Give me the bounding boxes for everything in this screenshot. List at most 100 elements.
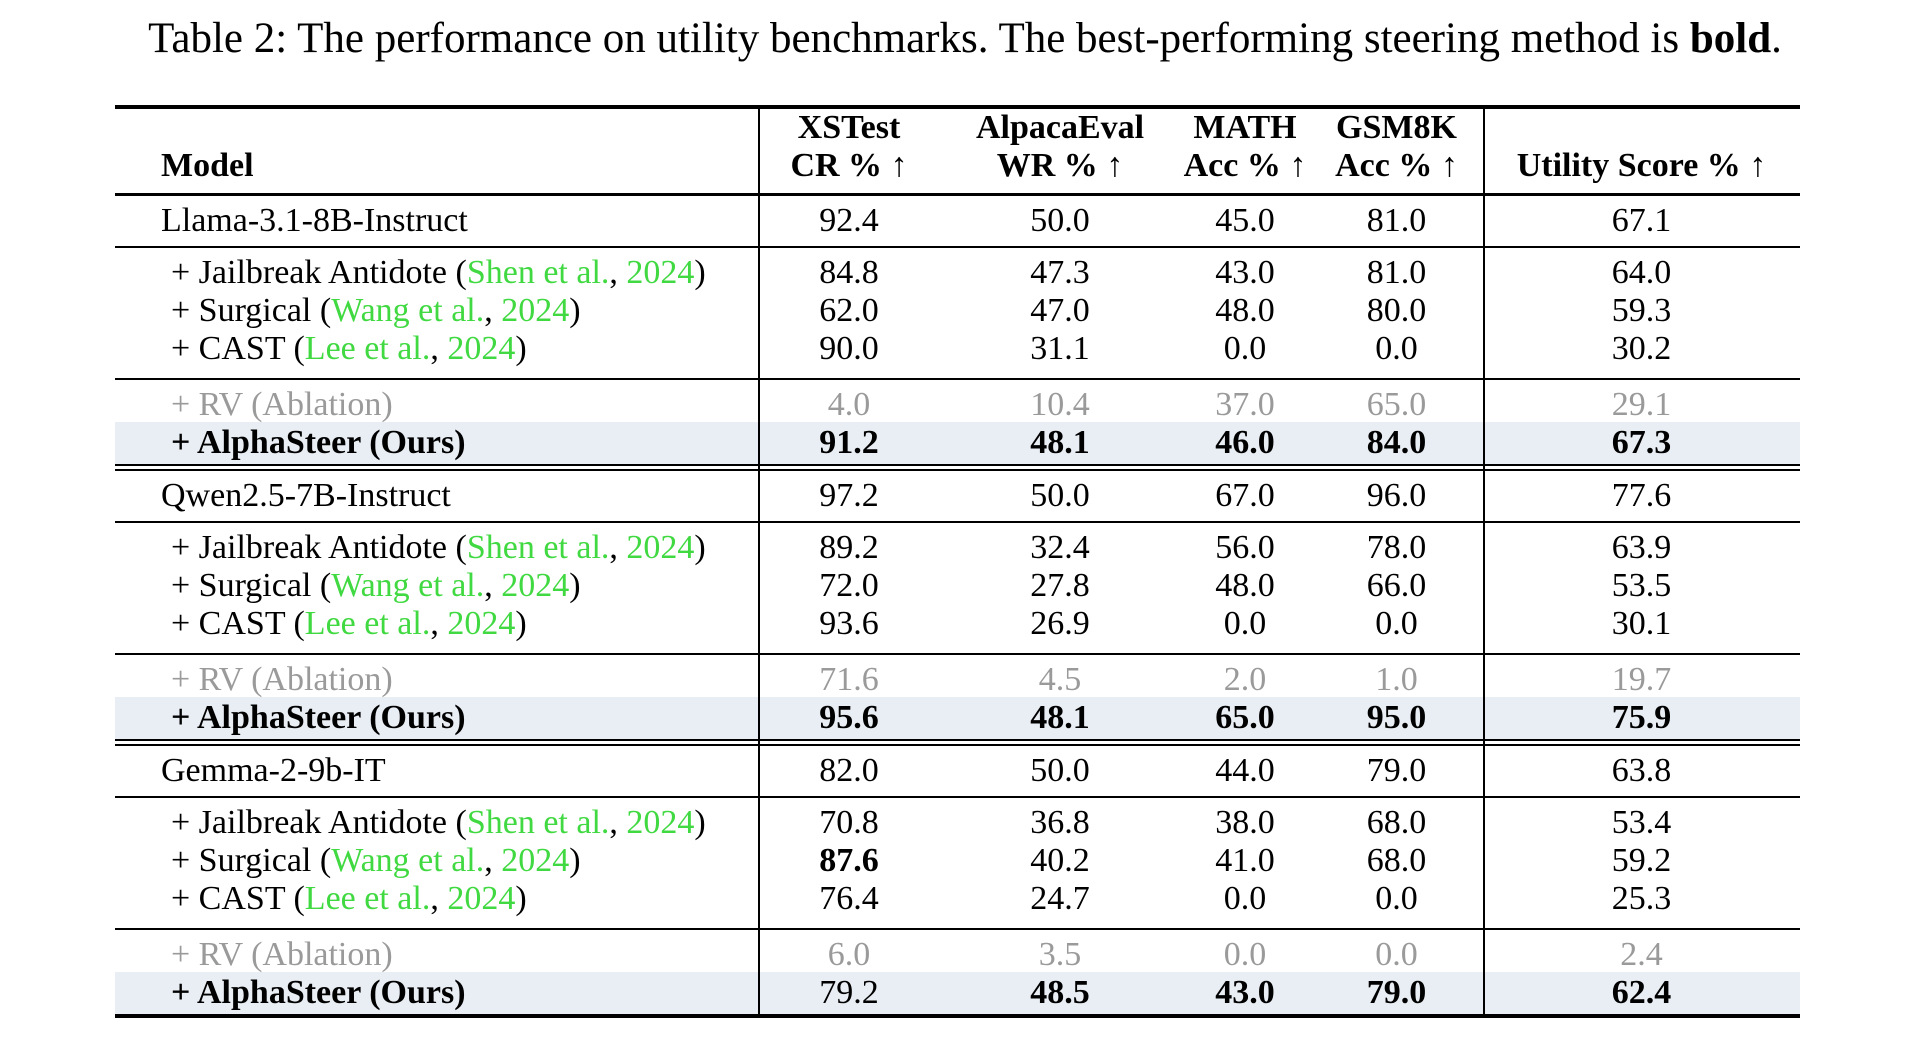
mid-rule [115,521,1800,524]
col-header-model: Model [161,147,254,185]
cell-utility: 29.1 [1611,386,1672,424]
rv-ablation-row: + RV (Ablation) 6.0 3.5 0.0 0.0 2.4 [115,936,1800,974]
col-header-math-line2: Acc % ↑ [1183,147,1307,185]
rv-ablation-row: + RV (Ablation) 71.6 4.5 2.0 1.0 19.7 [115,661,1800,699]
cell-xstest: 6.0 [827,936,871,974]
cell-alpacaeval: 10.4 [1030,386,1090,424]
cell-math: 43.0 [1215,974,1275,1012]
cell-gsm8k: 80.0 [1366,292,1427,330]
cell-math: 48.0 [1215,292,1275,330]
base-model-row: Gemma-2-9b-IT 82.0 50.0 44.0 79.0 63.8 [115,746,1800,796]
caption-bold-word: bold [1689,15,1772,62]
method-label: + Surgical (Wang et al., 2024) [115,567,758,605]
citation-comma: , [430,330,448,368]
method-row: + Surgical (Wang et al., 2024) 87.6 40.2… [115,842,1800,880]
citation-year: 2024 [501,567,570,605]
cell-math: 0.0 [1223,880,1267,918]
cell-gsm8k: 81.0 [1366,202,1427,240]
caption-period: . [1771,15,1782,62]
cell-utility: 30.1 [1611,605,1672,643]
cell-alpacaeval: 36.8 [1030,804,1090,842]
col-header-alpacaeval-line1: AlpacaEval [975,109,1145,147]
citation-year: 2024 [447,880,516,918]
method-label-suffix: ) [515,330,527,368]
cell-gsm8k: 65.0 [1366,386,1427,424]
citation-comma: , [430,880,448,918]
cell-xstest: 84.8 [819,254,879,292]
citation-author: Wang et al. [331,567,485,605]
cell-utility: 53.4 [1611,804,1672,842]
cell-utility: 67.1 [1611,202,1672,240]
method-label-prefix: + Jailbreak Antidote ( [171,804,467,842]
cell-math: 45.0 [1215,202,1275,240]
cell-alpacaeval: 50.0 [1030,477,1090,515]
citation-comma: , [484,567,502,605]
citation-author: Lee et al. [304,605,431,643]
cell-gsm8k: 0.0 [1375,330,1418,368]
caption-text: Table 2: The performance on utility benc… [148,15,1690,62]
cell-math: 43.0 [1215,254,1275,292]
method-label: + Jailbreak Antidote (Shen et al., 2024) [115,804,758,842]
table-caption: Table 2: The performance on utility benc… [0,14,1930,63]
cell-gsm8k: 0.0 [1375,880,1418,918]
method-label-prefix: + Surgical ( [171,567,332,605]
method-label-prefix: + CAST ( [171,880,305,918]
mid-rule [115,653,1800,656]
cell-xstest: 62.0 [819,292,879,330]
method-label-suffix: ) [515,605,527,643]
cell-xstest: 95.6 [819,699,879,737]
cell-xstest: 79.2 [819,974,879,1012]
cell-math: 38.0 [1215,804,1275,842]
cell-xstest: 89.2 [819,529,879,567]
cell-math: 44.0 [1215,752,1275,790]
cell-utility: 53.5 [1611,567,1672,605]
cell-utility: 2.4 [1620,936,1663,974]
method-label: + CAST (Lee et al., 2024) [115,880,758,918]
cell-gsm8k: 79.0 [1366,752,1427,790]
cell-gsm8k: 0.0 [1375,605,1418,643]
alphasteer-label: + AlphaSteer (Ours) [171,699,466,737]
cell-utility: 59.2 [1611,842,1672,880]
alphasteer-label: + AlphaSteer (Ours) [171,424,466,462]
method-row: + Surgical (Wang et al., 2024) 62.0 47.0… [115,292,1800,330]
rv-label: + RV (Ablation) [171,386,393,424]
section-divider-rule [115,464,1800,472]
mid-rule [115,246,1800,249]
alphasteer-row: + AlphaSteer (Ours) 95.6 48.1 65.0 95.0 … [115,697,1800,740]
cell-math: 56.0 [1215,529,1275,567]
cell-math: 41.0 [1215,842,1275,880]
cell-xstest: 72.0 [819,567,879,605]
cell-xstest: 93.6 [819,605,879,643]
citation-year: 2024 [626,254,695,292]
cell-alpacaeval: 27.8 [1030,567,1090,605]
method-row: + CAST (Lee et al., 2024) 90.0 31.1 0.0 … [115,330,1800,368]
cell-alpacaeval: 3.5 [1038,936,1082,974]
alphasteer-label: + AlphaSteer (Ours) [171,974,466,1012]
alphasteer-row: + AlphaSteer (Ours) 79.2 48.5 43.0 79.0 … [115,972,1800,1015]
cell-math: 2.0 [1223,661,1267,699]
method-row: + Jailbreak Antidote (Shen et al., 2024)… [115,804,1800,842]
method-label-prefix: + Surgical ( [171,842,332,880]
method-label-suffix: ) [694,254,706,292]
citation-year: 2024 [501,842,570,880]
base-model-name: Gemma-2-9b-IT [161,752,386,790]
bottom-rule [115,1014,1800,1019]
method-label-suffix: ) [515,880,527,918]
citation-author: Shen et al. [466,254,610,292]
col-header-utility: Utility Score % ↑ [1516,147,1767,185]
cell-math: 0.0 [1223,605,1267,643]
cell-math: 0.0 [1223,936,1267,974]
method-label-suffix: ) [569,567,581,605]
cell-alpacaeval: 48.1 [1030,424,1090,462]
rv-ablation-row: + RV (Ablation) 4.0 10.4 37.0 65.0 29.1 [115,386,1800,424]
cell-gsm8k: 81.0 [1366,254,1427,292]
utility-benchmarks-table: Model XSTest CR % ↑ AlpacaEval WR % ↑ MA… [115,105,1800,1019]
cell-xstest: 92.4 [819,202,879,240]
cell-xstest: 90.0 [819,330,879,368]
citation-comma: , [609,804,627,842]
citation-year: 2024 [501,292,570,330]
cell-alpacaeval: 24.7 [1030,880,1090,918]
column-separator-line [1483,109,1485,1015]
base-model-row: Llama-3.1-8B-Instruct 92.4 50.0 45.0 81.… [115,196,1800,246]
citation-comma: , [609,254,627,292]
